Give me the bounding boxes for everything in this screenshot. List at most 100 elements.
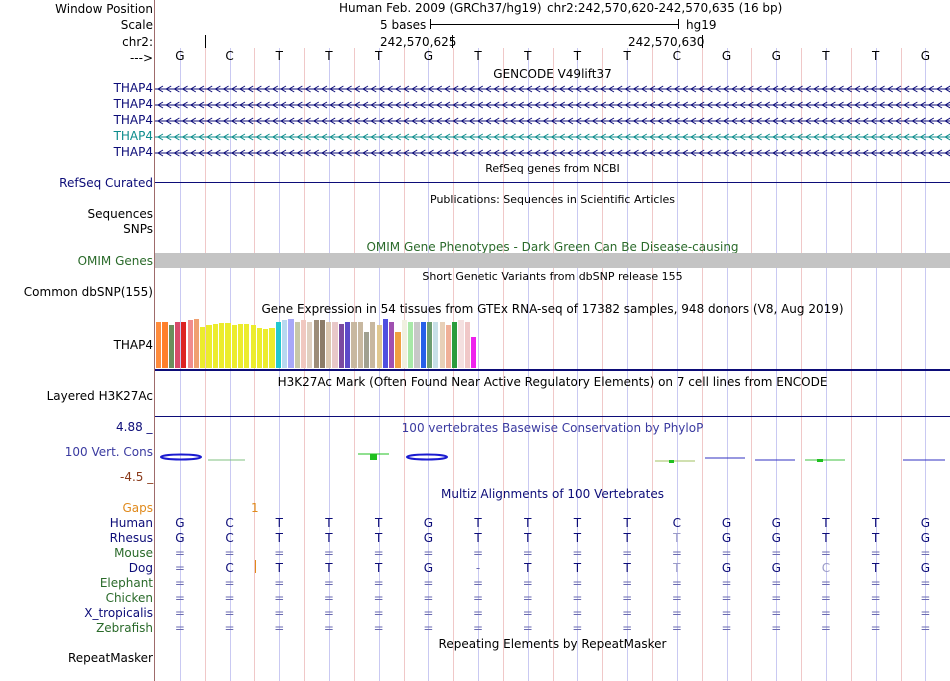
gtex-tissue-bar[interactable] xyxy=(408,322,414,368)
dbsnp-title[interactable]: Short Genetic Variants from dbSNP releas… xyxy=(422,270,683,283)
conservation-plot[interactable] xyxy=(155,448,950,468)
publications-label-sequences[interactable]: Sequences xyxy=(87,207,153,221)
gencode-transcript-line[interactable] xyxy=(155,83,950,95)
gencode-transcript-line[interactable] xyxy=(155,115,950,127)
gtex-tissue-bar[interactable] xyxy=(156,322,162,368)
gtex-tissue-bar[interactable] xyxy=(200,327,206,368)
publications-label-snps[interactable]: SNPs xyxy=(123,222,153,236)
gtex-tissue-bar[interactable] xyxy=(426,322,433,368)
refseq-track-line[interactable] xyxy=(155,182,950,183)
gtex-tissue-bar[interactable] xyxy=(313,320,319,368)
alignment-base: = xyxy=(473,621,484,635)
gtex-label[interactable]: THAP4 xyxy=(113,338,153,352)
gtex-tissue-bar[interactable] xyxy=(439,322,445,368)
gtex-tissue-bar[interactable] xyxy=(357,322,363,368)
refseq-label[interactable]: RefSeq Curated xyxy=(59,176,153,190)
gtex-tissue-bar[interactable] xyxy=(275,322,281,368)
gtex-tissue-bar[interactable] xyxy=(338,324,344,368)
gtex-tissue-bar[interactable] xyxy=(420,322,426,368)
gtex-tissue-bar[interactable] xyxy=(351,322,357,368)
gencode-transcript-line[interactable] xyxy=(155,99,950,111)
h3k27ac-title[interactable]: H3K27Ac Mark (Often Found Near Active Re… xyxy=(277,375,828,389)
position-text[interactable]: chr2:242,570,620-242,570,635 (16 bp) xyxy=(547,1,783,15)
gtex-tissue-bar[interactable] xyxy=(225,323,231,368)
omim-gene-bar[interactable] xyxy=(155,253,950,268)
gtex-tissue-bar[interactable] xyxy=(370,322,376,368)
gtex-tissue-bar[interactable] xyxy=(269,328,275,368)
refseq-title[interactable]: RefSeq genes from NCBI xyxy=(485,162,620,175)
multiz-species-label[interactable]: Chicken xyxy=(105,591,153,605)
repeatmasker-title[interactable]: Repeating Elements by RepeatMasker xyxy=(438,637,667,651)
gencode-track-label[interactable]: THAP4 xyxy=(113,81,153,95)
gaps-label[interactable]: Gaps xyxy=(122,501,153,515)
gtex-tissue-bar[interactable] xyxy=(326,322,332,368)
gtex-tissue-bar[interactable] xyxy=(288,319,294,368)
gtex-tissue-bar[interactable] xyxy=(219,323,225,368)
multiz-species-label[interactable]: Dog xyxy=(128,561,153,575)
gtex-tissue-bar[interactable] xyxy=(395,332,401,368)
gtex-tissue-bar[interactable] xyxy=(382,319,389,368)
repeatmasker-label[interactable]: RepeatMasker xyxy=(67,651,153,665)
gtex-tissue-bar[interactable] xyxy=(206,325,212,368)
gtex-tissue-bar[interactable] xyxy=(263,329,269,368)
gtex-tissue-bar[interactable] xyxy=(345,322,351,368)
gtex-tissue-bar[interactable] xyxy=(319,320,326,368)
gtex-tissue-bar[interactable] xyxy=(244,324,250,368)
gencode-track-label[interactable]: THAP4 xyxy=(113,97,153,111)
strand-chevron xyxy=(616,117,623,125)
gtex-tissue-bar[interactable] xyxy=(282,320,288,368)
gtex-tissue-bar[interactable] xyxy=(212,324,218,368)
gtex-tissue-bar[interactable] xyxy=(363,332,370,368)
gencode-track-label[interactable]: THAP4 xyxy=(113,129,153,143)
gtex-tissue-bar[interactable] xyxy=(332,322,338,368)
gtex-tissue-bar[interactable] xyxy=(433,322,439,368)
conservation-label[interactable]: 100 Vert. Cons xyxy=(64,445,153,459)
gtex-tissue-bar[interactable] xyxy=(471,337,477,368)
gtex-tissue-bar[interactable] xyxy=(187,320,193,368)
gtex-tissue-bar[interactable] xyxy=(458,320,464,368)
conservation-title[interactable]: 100 vertebrates Basewise Conservation by… xyxy=(401,421,704,435)
multiz-species-label[interactable]: Rhesus xyxy=(109,531,153,545)
gtex-tissue-bar[interactable] xyxy=(294,322,300,368)
multiz-species-label[interactable]: Zebrafish xyxy=(96,621,153,635)
strand-chevron xyxy=(862,133,869,141)
gtex-tissue-bar[interactable] xyxy=(181,322,187,368)
omim-label[interactable]: OMIM Genes xyxy=(77,254,153,268)
base-letter: C xyxy=(672,49,682,63)
gtex-tissue-bar[interactable] xyxy=(389,322,395,368)
strand-chevron xyxy=(386,85,393,93)
gtex-tissue-bar[interactable] xyxy=(452,322,458,368)
gtex-tissue-bar[interactable] xyxy=(414,322,420,368)
gtex-tissue-bar[interactable] xyxy=(376,325,382,368)
h3k27ac-label[interactable]: Layered H3K27Ac xyxy=(46,389,153,403)
gtex-tissue-bar[interactable] xyxy=(256,328,263,368)
gtex-tissue-bar[interactable] xyxy=(445,325,452,368)
strand-chevron xyxy=(165,149,172,157)
gtex-tissue-bar[interactable] xyxy=(401,320,407,368)
gtex-tissue-bar[interactable] xyxy=(162,322,168,368)
multiz-species-label[interactable]: X_tropicalis xyxy=(84,606,153,620)
omim-title[interactable]: OMIM Gene Phenotypes - Dark Green Can Be… xyxy=(366,240,739,254)
gencode-track-label[interactable]: THAP4 xyxy=(113,113,153,127)
gencode-transcript-line[interactable] xyxy=(155,147,950,159)
gencode-transcript-line[interactable] xyxy=(155,131,950,143)
gtex-tissue-bar[interactable] xyxy=(300,320,307,368)
gtex-tissue-bar[interactable] xyxy=(231,325,237,368)
gtex-tissue-bar[interactable] xyxy=(237,324,244,368)
multiz-title[interactable]: Multiz Alignments of 100 Vertebrates xyxy=(440,487,665,501)
gtex-tissue-bar[interactable] xyxy=(250,325,256,368)
gtex-tissue-bar[interactable] xyxy=(307,322,313,368)
multiz-species-label[interactable]: Elephant xyxy=(99,576,153,590)
alignment-base: = xyxy=(572,576,583,590)
gencode-title[interactable]: GENCODE V49lift37 xyxy=(493,67,612,81)
dbsnp-label[interactable]: Common dbSNP(155) xyxy=(23,285,153,299)
multiz-species-label[interactable]: Human xyxy=(109,516,153,530)
publications-title[interactable]: Publications: Sequences in Scientific Ar… xyxy=(430,193,675,206)
gencode-track-label[interactable]: THAP4 xyxy=(113,145,153,159)
multiz-species-label[interactable]: Mouse xyxy=(114,546,153,560)
gtex-title[interactable]: Gene Expression in 54 tissues from GTEx … xyxy=(261,302,844,316)
gtex-tissue-bar[interactable] xyxy=(174,322,181,368)
gtex-tissue-bar[interactable] xyxy=(193,319,200,368)
gtex-tissue-bar[interactable] xyxy=(168,325,174,368)
gtex-tissue-bar[interactable] xyxy=(464,322,470,368)
